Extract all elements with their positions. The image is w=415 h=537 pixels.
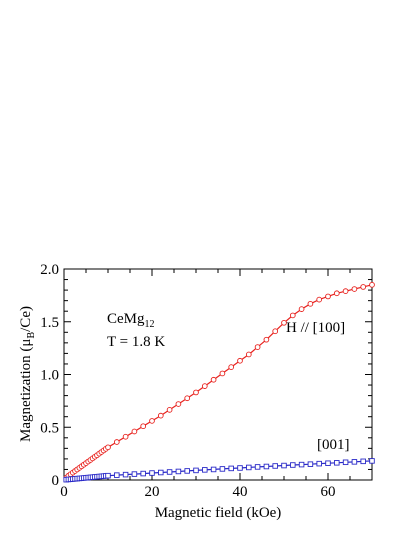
data-point: [316, 296, 323, 303]
data-point: [202, 467, 208, 473]
data-point: [342, 288, 349, 295]
data-point: [157, 412, 164, 419]
data-point: [351, 286, 358, 292]
data-point: [342, 459, 349, 466]
data-point: [237, 357, 243, 364]
data-point: [193, 467, 199, 474]
x-tick-label: 40: [233, 484, 248, 500]
y-tick-label: 0: [52, 473, 60, 489]
data-point: [272, 328, 279, 335]
data-point: [149, 470, 155, 476]
data-point: [360, 284, 367, 290]
data-point: [360, 458, 366, 465]
data-point: [316, 460, 322, 467]
label-001: [001]: [317, 437, 350, 453]
y-axis-label-sub: B: [26, 332, 37, 339]
data-point: [140, 470, 146, 477]
data-point: [193, 389, 199, 396]
compound-label-sub: 12: [145, 319, 155, 330]
compound-label-main: CeMg: [107, 311, 145, 327]
data-point: [307, 300, 314, 307]
data-point: [369, 281, 375, 288]
y-tick-label: 1.5: [40, 315, 59, 331]
data-point: [210, 376, 217, 383]
temperature-label: T = 1.8 K: [107, 334, 165, 350]
data-point: [237, 465, 243, 471]
data-point: [325, 293, 331, 300]
data-point: [245, 351, 252, 358]
data-point: [369, 458, 375, 464]
data-point: [254, 464, 261, 470]
data-point: [228, 465, 234, 472]
data-point: [131, 471, 138, 477]
data-point: [105, 472, 111, 479]
label-h-100: H // [100]: [286, 320, 345, 336]
data-point: [289, 312, 296, 319]
y-tick-labels: 0 0.5 1.0 1.5 2.0: [40, 262, 59, 489]
data-point: [281, 462, 287, 469]
y-axis-label-tail: /Ce): [18, 306, 34, 332]
data-point: [131, 428, 138, 435]
data-point: [113, 439, 120, 445]
data-point: [246, 464, 252, 471]
y-tick-label: 0.5: [40, 420, 59, 436]
data-point: [149, 418, 155, 424]
data-point: [184, 468, 190, 474]
data-point: [166, 406, 173, 413]
data-point: [307, 461, 314, 467]
data-point: [175, 468, 182, 475]
data-point: [263, 336, 270, 343]
data-point: [184, 395, 191, 402]
data-point: [140, 423, 147, 430]
data-point: [263, 463, 270, 470]
data-point: [325, 460, 331, 466]
data-point: [290, 462, 296, 468]
data-point: [201, 383, 208, 389]
x-tick-labels: 0 20 40 60: [60, 484, 335, 500]
data-point: [333, 290, 340, 297]
data-point: [298, 461, 305, 468]
data-point: [219, 370, 226, 377]
data-point: [122, 471, 129, 478]
axis-ticks: [63, 268, 373, 481]
data-point: [122, 433, 129, 440]
data-point: [175, 401, 182, 407]
x-tick-label: 0: [60, 484, 68, 500]
data-point: [351, 459, 358, 465]
data-point: [254, 344, 261, 350]
x-tick-label: 60: [321, 484, 336, 500]
series-layer: [63, 281, 375, 483]
data-point: [166, 469, 173, 475]
y-axis-label-main: Magnetization (μ: [18, 339, 34, 442]
data-point: [228, 364, 235, 370]
x-axis-label: Magnetic field (kOe): [155, 505, 282, 521]
data-point: [219, 466, 226, 472]
y-tick-label: 1.0: [40, 368, 59, 384]
y-tick-label: 2.0: [40, 262, 59, 278]
x-tick-label: 20: [145, 484, 160, 500]
data-point: [105, 444, 111, 451]
data-point: [210, 466, 217, 473]
y-axis-label: Magnetization (μB/Ce): [18, 306, 37, 442]
data-point: [158, 469, 164, 476]
data-point: [298, 306, 305, 312]
data-point: [272, 463, 278, 469]
data-point: [114, 472, 120, 478]
compound-label: CeMg12: [107, 311, 155, 330]
data-point: [334, 460, 340, 466]
data-point: [281, 319, 287, 326]
